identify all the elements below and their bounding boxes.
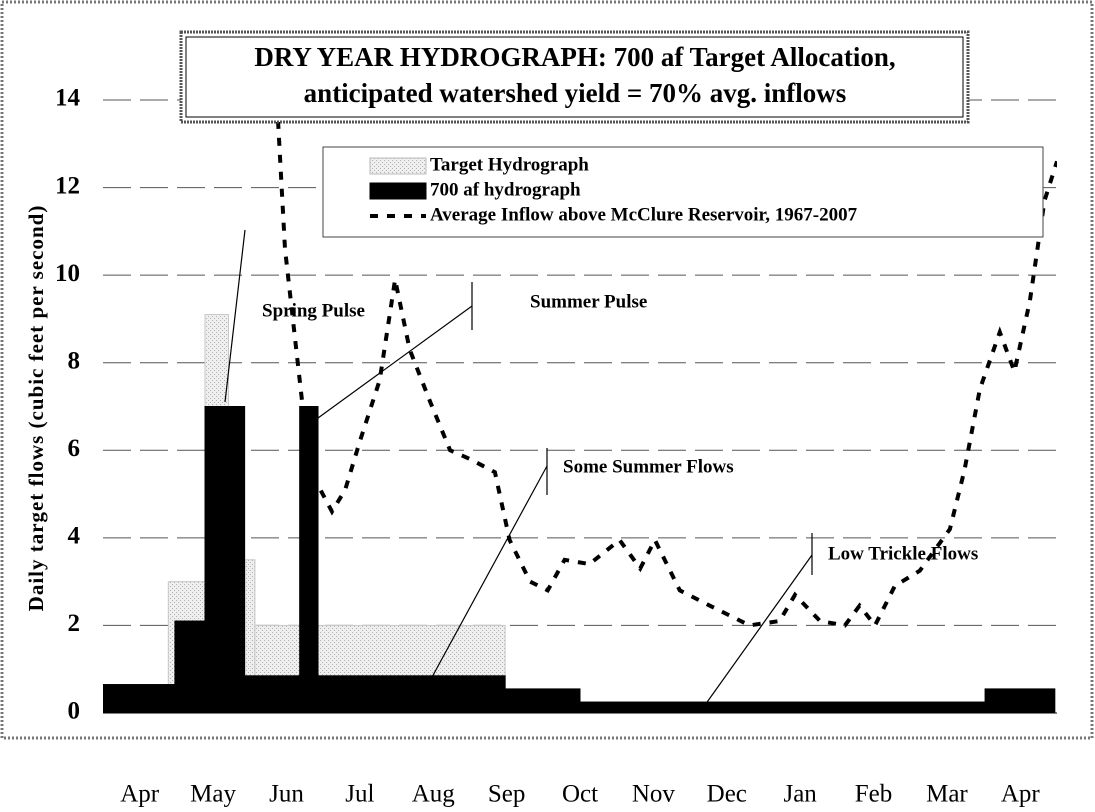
legend-swatch [369, 157, 427, 175]
step-bar [174, 620, 206, 714]
y-tick-label: 8 [68, 347, 81, 374]
chart-title: DRY YEAR HYDROGRAPH: 700 af Target Alloc… [254, 42, 895, 72]
x-tick-label: May [190, 781, 236, 808]
title-box-inner [185, 36, 964, 118]
y-tick-label: 12 [55, 172, 80, 199]
step-bar [244, 675, 301, 714]
step-bar [504, 688, 581, 714]
callout-line [224, 229, 246, 403]
callout-line [704, 554, 813, 706]
inflow-line [274, 100, 1057, 630]
x-tick-label: Jan [783, 781, 817, 808]
step-bar [103, 684, 176, 714]
y-tick-label: 6 [68, 435, 81, 462]
x-tick-label: Feb [855, 781, 893, 808]
y-tick-label: 10 [55, 260, 80, 287]
legend-swatch [369, 182, 427, 200]
plot [103, 100, 1057, 714]
title-box [179, 30, 970, 124]
x-tick-label: Mar [926, 781, 968, 808]
callout-line [424, 465, 548, 691]
overlay: 0 2 4 6 8 10 12 14 Spring Pulse Summer Pulse Some … [55, 30, 1057, 725]
step-bar [984, 688, 1056, 714]
chart-title: anticipated watershed yield = 70% avg. i… [304, 78, 847, 108]
legend-label: Target Hydrograph [430, 154, 589, 175]
x-tick-label: Jun [269, 781, 304, 808]
legend-label: Average Inflow above McClure Reservoir, … [430, 204, 858, 225]
step-bar [317, 675, 506, 714]
annotation: Low Trickle Flows [828, 543, 978, 564]
callout-line [317, 305, 473, 419]
legend-label: 700 af hydrograph [430, 179, 581, 200]
y-axis-label: Daily target flows (cubic feet per secon… [24, 205, 48, 612]
annotation: Summer Pulse [530, 291, 647, 312]
x-tick-label: Apr [1001, 781, 1041, 808]
y-tick-label: 14 [55, 85, 81, 112]
y-tick-label: 4 [68, 523, 81, 550]
x-tick-label: Jul [345, 781, 374, 808]
annotation: Spring Pulse [262, 300, 365, 321]
annotation: Some Summer Flows [563, 456, 734, 477]
step-bar [204, 406, 246, 714]
legend-box [322, 146, 1044, 238]
x-tick-label: Oct [562, 781, 598, 808]
x-tick-label: Apr [120, 781, 160, 808]
x-tick-label: Aug [412, 781, 456, 808]
step-bar [299, 406, 319, 714]
y-tick-label: 0 [68, 698, 81, 725]
x-tick-label: Nov [632, 781, 676, 808]
y-tick-label: 2 [68, 610, 81, 637]
step-bar [579, 701, 986, 714]
x-tick-label: Dec [707, 781, 747, 808]
x-tick-label: Sep [488, 781, 526, 808]
